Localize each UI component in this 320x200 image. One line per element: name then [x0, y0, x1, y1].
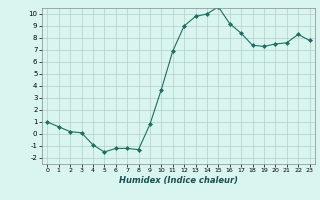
X-axis label: Humidex (Indice chaleur): Humidex (Indice chaleur)	[119, 176, 238, 185]
